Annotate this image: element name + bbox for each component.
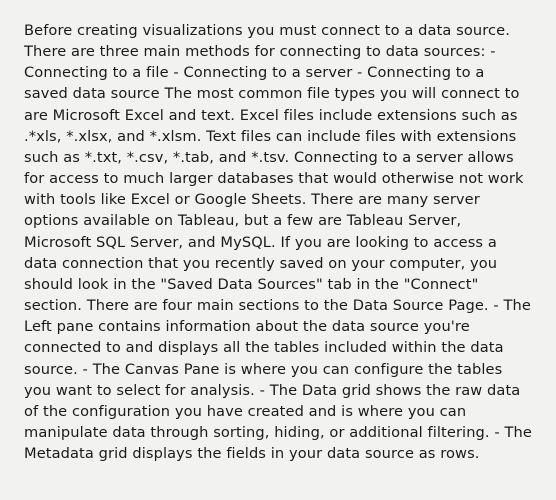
document-body: Before creating visualizations you must … [24, 20, 532, 464]
